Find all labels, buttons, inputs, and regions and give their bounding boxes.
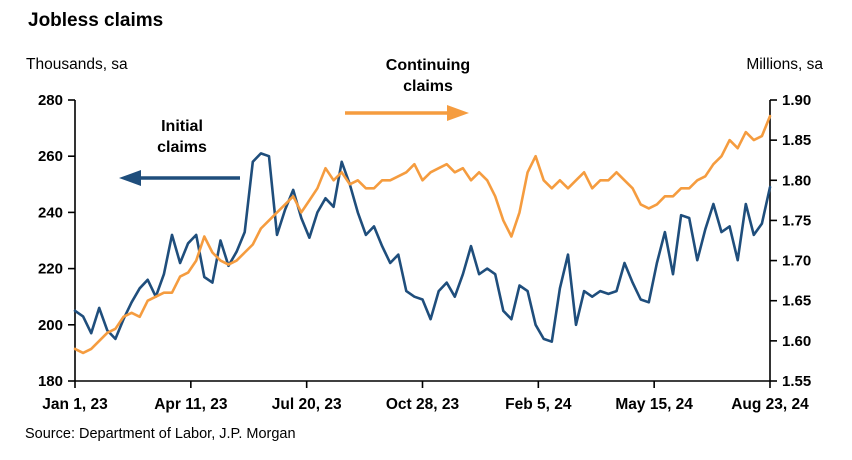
left-axis-tick-label: 220	[38, 261, 63, 278]
x-axis-tick-label: May 15, 24	[615, 396, 693, 413]
initial-claims-series-line	[73, 152, 772, 344]
chart-title: Jobless claims	[28, 10, 164, 31]
right-axis-tick-label: 1.70	[782, 253, 811, 270]
source-note: Source: Department of Labor, J.P. Morgan	[25, 426, 296, 442]
right-axis-tick-label: 1.60	[782, 333, 811, 350]
right-axis-tick-label: 1.55	[782, 373, 811, 390]
x-axis-tick-label: Jul 20, 23	[272, 396, 342, 413]
left-axis-tick-label: 280	[38, 92, 63, 109]
continuing-claims-annotation-line1: Continuing	[385, 57, 471, 74]
left-axis-tick-label: 180	[38, 373, 63, 390]
right-axis-tick-label: 1.80	[782, 172, 811, 189]
left-axis-tick-label: 200	[38, 317, 63, 334]
right-axis-tick-label: 1.85	[782, 132, 811, 149]
initial-claims-annotation: Initial claims	[127, 116, 237, 158]
right-axis-tick-label: 1.90	[782, 92, 811, 109]
right-axis-tick-label: 1.75	[782, 212, 811, 229]
continuing-claims-arrow-head	[447, 105, 469, 121]
left-axis-tick-label: 260	[38, 148, 63, 165]
initial-claims-annotation-line2: claims	[157, 139, 207, 156]
left-axis-tick-label: 240	[38, 204, 63, 221]
continuing-claims-annotation-line2: claims	[403, 78, 453, 95]
right-axis-tick-label: 1.65	[782, 293, 811, 310]
right-axis-unit-label: Millions, sa	[746, 56, 823, 73]
x-axis-tick-label: Apr 11, 23	[154, 396, 228, 413]
initial-claims-arrow-head	[119, 170, 141, 186]
x-axis-tick-label: Oct 28, 23	[386, 396, 460, 413]
x-axis-tick-label: Feb 5, 24	[505, 396, 572, 413]
initial-claims-annotation-line1: Initial	[161, 118, 203, 135]
continuing-claims-series-line	[73, 114, 772, 355]
left-axis-unit-label: Thousands, sa	[26, 56, 128, 73]
x-axis-tick-label: Aug 23, 24	[731, 396, 809, 413]
continuing-claims-annotation: Continuing claims	[358, 55, 498, 97]
x-axis-tick-label: Jan 1, 23	[42, 396, 108, 413]
